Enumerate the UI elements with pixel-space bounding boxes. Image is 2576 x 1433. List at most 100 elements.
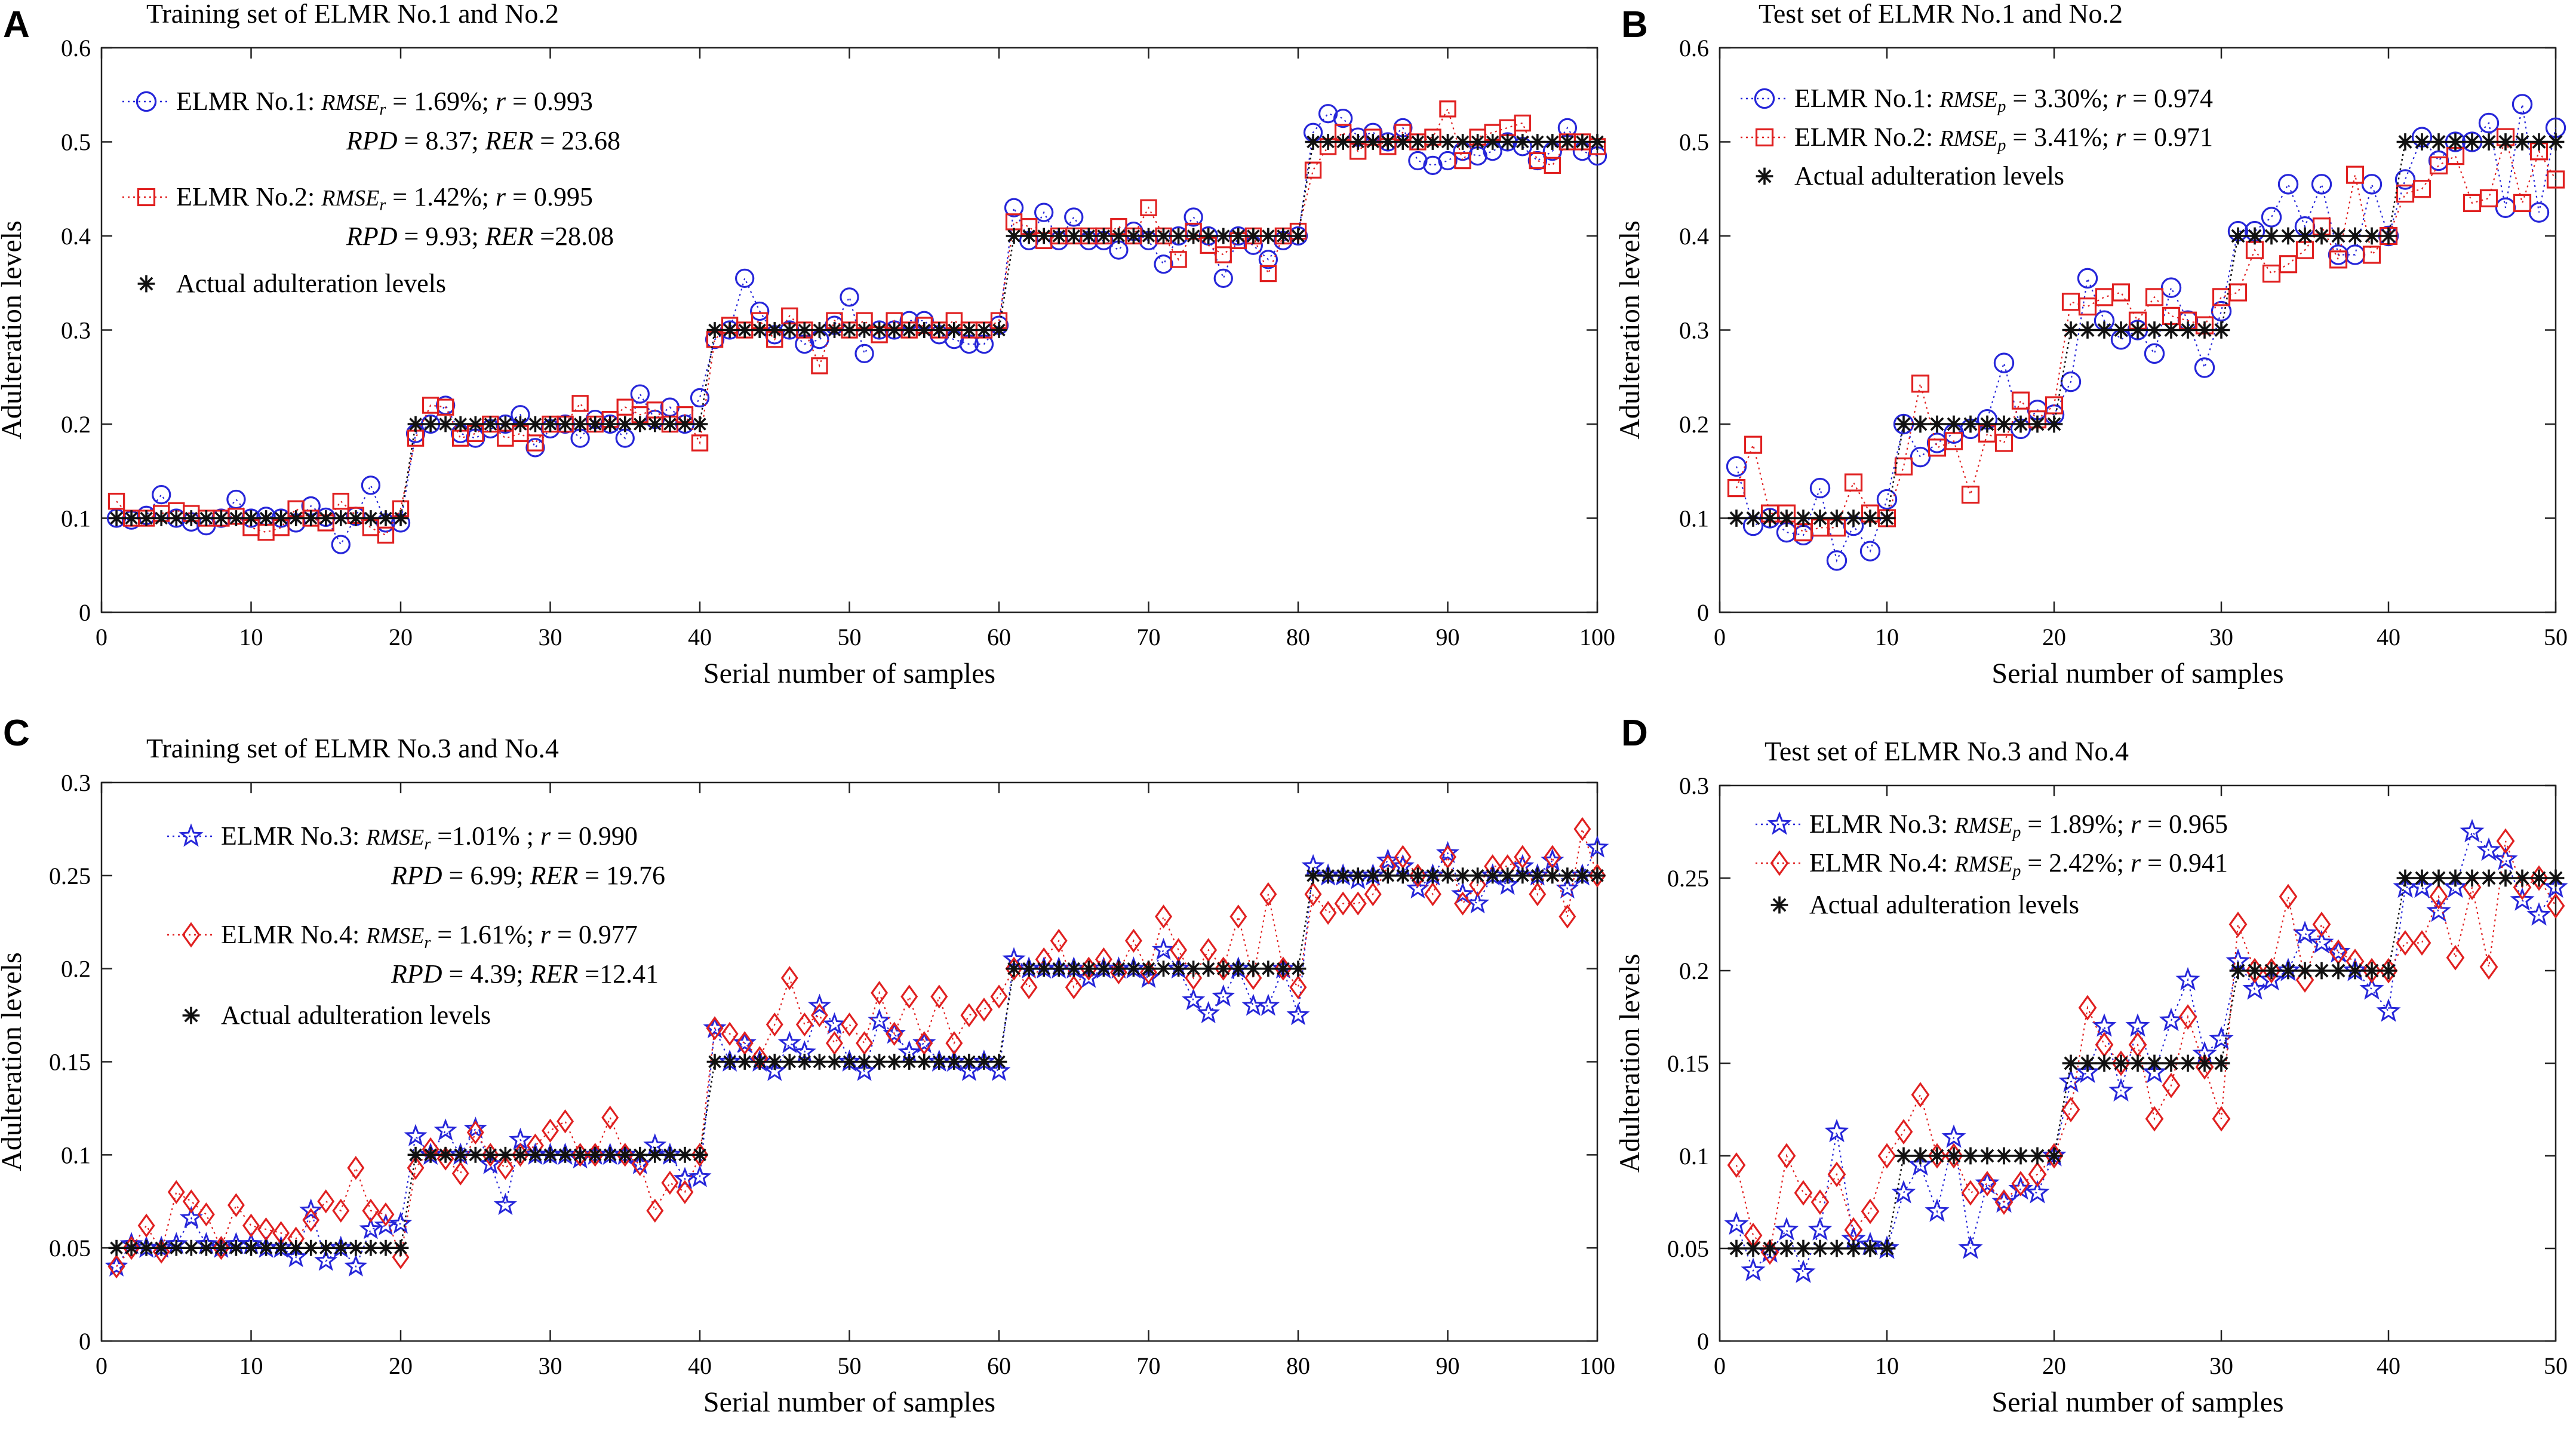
- data-point: [2028, 1161, 2047, 1187]
- y-tick-label: 0.4: [1679, 223, 1709, 250]
- data-point: [811, 1054, 828, 1070]
- data-point: [1911, 1147, 1929, 1165]
- legend-label: ELMR No.4: RMSEp = 2.42%; r = 0.941: [1809, 848, 2228, 880]
- data-point: [691, 1146, 708, 1163]
- y-tick-label: 0.3: [1679, 317, 1709, 344]
- data-point: [1035, 961, 1052, 977]
- data-point: [721, 1021, 739, 1046]
- series-elmr-no-4: [107, 817, 1606, 1279]
- data-point: [1379, 134, 1396, 150]
- legend: ELMR No.3: RMSEr =1.01% ; r = 0.990 RPD =…: [167, 821, 665, 1030]
- y-tick-label: 0: [1697, 599, 1709, 626]
- data-point: [1379, 867, 1396, 884]
- x-tick-label: 30: [539, 624, 562, 650]
- data-point: [318, 1239, 334, 1256]
- data-point: [1260, 961, 1277, 977]
- data-point: [2092, 1013, 2117, 1037]
- data-point: [991, 1054, 1007, 1070]
- data-point: [2463, 133, 2481, 151]
- data-point: [868, 1008, 892, 1031]
- data-point: [886, 1054, 903, 1070]
- data-point: [1155, 961, 1172, 977]
- data-point: [153, 510, 170, 526]
- y-tick-label: 0.2: [1679, 958, 1709, 984]
- data-point: [2430, 133, 2448, 151]
- legend-entry: ELMR No.3: RMSEr =1.01% ; r = 0.990 RPD =…: [167, 821, 665, 890]
- data-point: [1215, 961, 1232, 977]
- data-point: [1544, 134, 1561, 150]
- data-point: [2329, 227, 2347, 245]
- legend-label: Actual adulteration levels: [176, 269, 446, 298]
- data-point: [1573, 817, 1591, 842]
- data-point: [2179, 1054, 2197, 1072]
- data-point: [1394, 134, 1411, 150]
- data-point: [2396, 869, 2414, 887]
- data-point: [511, 1143, 529, 1167]
- y-tick-label: 0.3: [1679, 772, 1709, 799]
- data-point: [2547, 133, 2565, 151]
- y-tick-label: 0.05: [1667, 1235, 1709, 1262]
- y-tick-label: 0.5: [61, 129, 91, 156]
- data-point: [2412, 930, 2431, 956]
- data-point: [1064, 207, 1084, 227]
- data-point: [1993, 352, 2015, 373]
- data-point: [1828, 510, 1846, 527]
- data-point: [377, 510, 394, 526]
- data-point: [2277, 174, 2299, 195]
- data-point: [1111, 961, 1127, 977]
- data-point: [602, 416, 619, 432]
- data-point: [734, 268, 755, 289]
- data-point: [1185, 961, 1202, 977]
- data-point: [1020, 228, 1037, 244]
- data-point: [1424, 882, 1441, 907]
- data-point: [1845, 1239, 1862, 1257]
- data-point: [1006, 961, 1022, 977]
- legend-stats-line: RPD = 8.37; RER = 23.68: [346, 126, 620, 155]
- data-point: [108, 1239, 125, 1256]
- data-point: [2246, 962, 2264, 980]
- data-point: [527, 416, 543, 432]
- data-point: [2012, 415, 2030, 433]
- data-point: [228, 510, 244, 526]
- data-point: [152, 484, 171, 505]
- data-point: [1894, 457, 1913, 475]
- legend: ELMR No.1: RMSEp = 3.30%; r = 0.974 ELMR …: [1741, 84, 2213, 191]
- data-point: [182, 1189, 200, 1214]
- data-point: [1724, 1211, 1749, 1235]
- data-point: [1845, 510, 1862, 527]
- data-point: [602, 1146, 619, 1163]
- data-point: [1925, 1198, 1950, 1222]
- legend-label: Actual adulteration levels: [1794, 161, 2064, 191]
- data-point: [2062, 321, 2080, 339]
- panel-b: B Test set of ELMR No.1 and No.2 0 10 20 30 40…: [1614, 0, 2568, 689]
- legend-marker: [136, 91, 157, 112]
- data-point: [392, 1239, 409, 1256]
- data-point: [2396, 930, 2415, 956]
- data-point: [1928, 415, 1946, 433]
- data-point: [138, 510, 155, 526]
- series-elmr-no-4: [1727, 828, 2565, 1265]
- data-point: [2111, 1050, 2131, 1076]
- data-point: [2463, 869, 2481, 887]
- data-point: [1514, 114, 1531, 132]
- data-point: [826, 322, 843, 338]
- data-point: [2262, 264, 2281, 283]
- data-point: [721, 322, 738, 338]
- data-point: [781, 322, 798, 338]
- x-tick-label: 40: [688, 1352, 712, 1379]
- legend-entry: ELMR No.1: RMSEr = 1.69%; r = 0.993 RPD =…: [122, 87, 620, 155]
- data-point: [630, 384, 650, 404]
- data-point: [691, 1143, 709, 1167]
- data-point: [946, 1054, 963, 1070]
- y-tick-label: 0.3: [61, 317, 91, 344]
- data-point: [1155, 904, 1173, 929]
- data-point: [542, 416, 558, 432]
- data-point: [392, 510, 409, 526]
- data-point: [662, 1146, 678, 1163]
- data-point: [1544, 157, 1561, 174]
- data-point: [168, 510, 185, 526]
- data-point: [2430, 869, 2448, 887]
- y-tick-label: 0.25: [49, 863, 91, 889]
- data-point: [1529, 882, 1547, 907]
- data-point: [2413, 869, 2431, 887]
